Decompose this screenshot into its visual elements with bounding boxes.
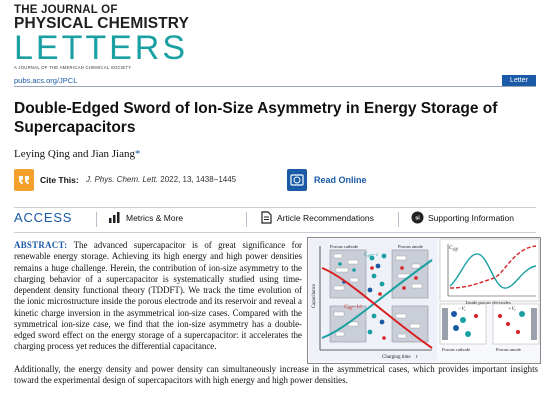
author-names[interactable]: Leying Qing and Jian Jiang bbox=[14, 148, 135, 160]
anode-label: Porous anode bbox=[398, 244, 423, 249]
article-title: Double-Edged Sword of Ion-Size Asymmetry… bbox=[14, 100, 498, 136]
journal-logo: THE JOURNAL OF PHYSICAL CHEMISTRY LETTER… bbox=[14, 4, 314, 70]
access-divider-top bbox=[14, 207, 536, 208]
cdiff-label-2: Cdiff~ 1/t bbox=[344, 304, 362, 310]
pore-pattern bbox=[333, 253, 423, 339]
anode-wall bbox=[531, 308, 537, 340]
quote-icon[interactable] bbox=[14, 169, 34, 191]
falling-capacitance-curve bbox=[321, 267, 433, 349]
pore-ions bbox=[451, 311, 525, 337]
abstract: ABSTRACT: The advanced supercapacitor is… bbox=[14, 240, 302, 353]
citation-details: 2022, 13, 1438−1445 bbox=[160, 175, 237, 184]
citation[interactable]: J. Phys. Chem. Lett. 2022, 13, 1438−1445 bbox=[86, 175, 236, 184]
document-icon bbox=[261, 211, 272, 224]
toc-graphic: Capacitance Charging time t Porous catho… bbox=[307, 237, 541, 364]
si-icon: si bbox=[411, 211, 424, 224]
journal-subtitle: A JOURNAL OF THE AMERICAN CHEMICAL SOCIE… bbox=[14, 65, 132, 70]
article-authors: Leying Qing and Jian Jiang* bbox=[14, 148, 140, 160]
citation-journal: J. Phys. Chem. Lett. bbox=[86, 175, 159, 184]
abstract-continuation: Additionally, the energy density and pow… bbox=[14, 364, 538, 386]
journal-line3: LETTERS bbox=[14, 29, 189, 67]
supporting-info-link[interactable]: Supporting Information bbox=[428, 213, 514, 223]
left-ylabel: Capacitance bbox=[312, 283, 317, 308]
abstract-body: The advanced supercapacitor is of great … bbox=[14, 240, 302, 352]
metrics-link[interactable]: Metrics & More bbox=[126, 213, 184, 223]
pubs-link[interactable]: pubs.acs.org/JPCL bbox=[14, 76, 78, 85]
right-plot-bg bbox=[439, 238, 540, 302]
neg-voltage-label: −Vc bbox=[458, 307, 466, 312]
cite-label: Cite This: bbox=[40, 175, 79, 185]
svg-text:si: si bbox=[415, 216, 420, 222]
journal-line2: PHYSICAL CHEMISTRY bbox=[14, 15, 189, 32]
journal-line1: THE JOURNAL OF bbox=[14, 4, 118, 16]
asymmetric-cdiff-curve bbox=[449, 245, 537, 289]
left-xlabel: Charging time bbox=[382, 355, 411, 360]
pos-voltage-label: +Vc bbox=[508, 307, 516, 312]
access-label: ACCESS bbox=[14, 210, 73, 225]
article-type-badge: Letter bbox=[502, 75, 536, 86]
cathode-label-2: Porous cathode bbox=[442, 347, 470, 352]
recommendations-link[interactable]: Article Recommendations bbox=[277, 213, 374, 223]
bar-chart-icon bbox=[109, 212, 120, 223]
read-online-link[interactable]: Read Online bbox=[314, 175, 367, 185]
anode-label-2: Porous anode bbox=[496, 347, 521, 352]
access-separator bbox=[96, 212, 97, 227]
abstract-heading: ABSTRACT: bbox=[14, 240, 68, 250]
ion-particles bbox=[338, 253, 418, 340]
cdiff-label-1: Cdiff~ t bbox=[364, 252, 378, 258]
toc-graphic-svg: Capacitance Charging time t Porous catho… bbox=[309, 238, 540, 361]
corresponding-author-mark[interactable]: * bbox=[134, 148, 141, 160]
rising-capacitance-curve bbox=[321, 259, 433, 339]
access-divider-bottom bbox=[14, 232, 536, 233]
cathode-wall bbox=[442, 308, 448, 340]
left-xvar: t bbox=[416, 354, 418, 360]
right-ylabel: Cdiff bbox=[449, 245, 459, 251]
globe-icon[interactable] bbox=[287, 169, 307, 191]
symmetric-cdiff-curve bbox=[449, 253, 537, 289]
access-separator bbox=[398, 212, 399, 227]
access-separator bbox=[246, 212, 247, 227]
header-divider bbox=[14, 86, 536, 87]
right-caption: Inside porous electrodes bbox=[466, 300, 511, 305]
cathode-label: Porous cathode bbox=[330, 244, 358, 249]
